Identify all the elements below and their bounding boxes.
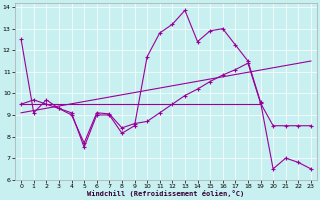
X-axis label: Windchill (Refroidissement éolien,°C): Windchill (Refroidissement éolien,°C)	[87, 190, 245, 197]
